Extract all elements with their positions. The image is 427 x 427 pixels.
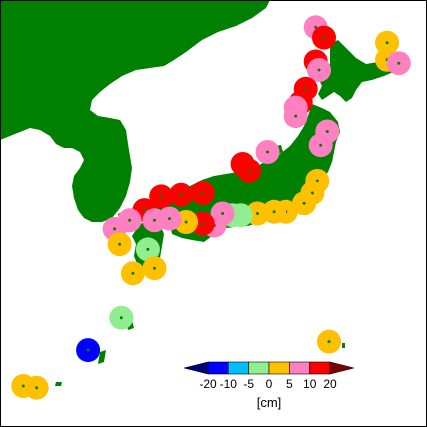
colorbar-bin [248,361,270,375]
colorbar-tick-label: -10 [220,377,238,391]
station-point [179,193,183,197]
colorbar-under-arrow [183,361,209,375]
station-point [272,210,276,214]
colorbar-bin [289,361,310,375]
station-point [153,218,156,222]
station-point [119,316,123,320]
station-point [143,208,146,212]
station-point [319,143,323,147]
station-point [201,191,205,195]
colorbar-tick-label: 20 [323,377,337,391]
station-point [131,271,135,275]
station-point [266,150,269,154]
station-point [221,212,225,215]
station-point [302,201,306,205]
colorbar-unit-label: [cm] [257,395,282,410]
colorbar-tick-label: -5 [243,377,254,391]
colorbar-over-arrow [329,361,355,375]
asian-mainland [0,0,270,222]
station-point [128,218,132,222]
station-point [385,41,389,45]
colorbar-bin [207,361,229,375]
colorbar-bin [228,361,249,375]
station-point [247,169,251,173]
colorbar-bin [309,361,331,375]
station-point [325,130,329,133]
station-point [317,68,321,72]
station-point [159,194,163,198]
station-point [153,266,156,270]
station-point [184,220,188,224]
station-point [397,61,401,65]
station-point [256,212,259,215]
station-point [113,227,117,231]
colorbar-tick-label: 10 [303,377,317,391]
station-point [35,386,39,390]
colorbar-bin [268,361,290,375]
station-point [146,247,150,251]
miyako-island [55,382,62,386]
okinawa-island [98,350,106,364]
station-point [314,25,318,29]
station-point [294,114,298,118]
colorbar-ticks: -20 -10 -5 0 5 10 20 [199,377,337,391]
station-markers [11,15,411,400]
station-point [201,222,205,226]
station-point [86,348,90,352]
station-point [327,340,331,344]
colorbar-bins [207,361,331,375]
hokkaido-island [318,40,400,102]
chichijima-island [342,343,345,348]
colorbar-tick-label: 0 [266,377,273,391]
station-point [304,87,308,91]
station-point [310,191,314,195]
colorbar-tick-label: -20 [199,377,217,391]
station-point [322,36,326,40]
colorbar-tick-label: 5 [286,377,293,391]
station-point [21,384,25,388]
colorbar-legend: -20 -10 -5 0 5 10 20 [cm] [183,361,355,410]
station-point [168,217,171,221]
station-point [118,242,122,246]
